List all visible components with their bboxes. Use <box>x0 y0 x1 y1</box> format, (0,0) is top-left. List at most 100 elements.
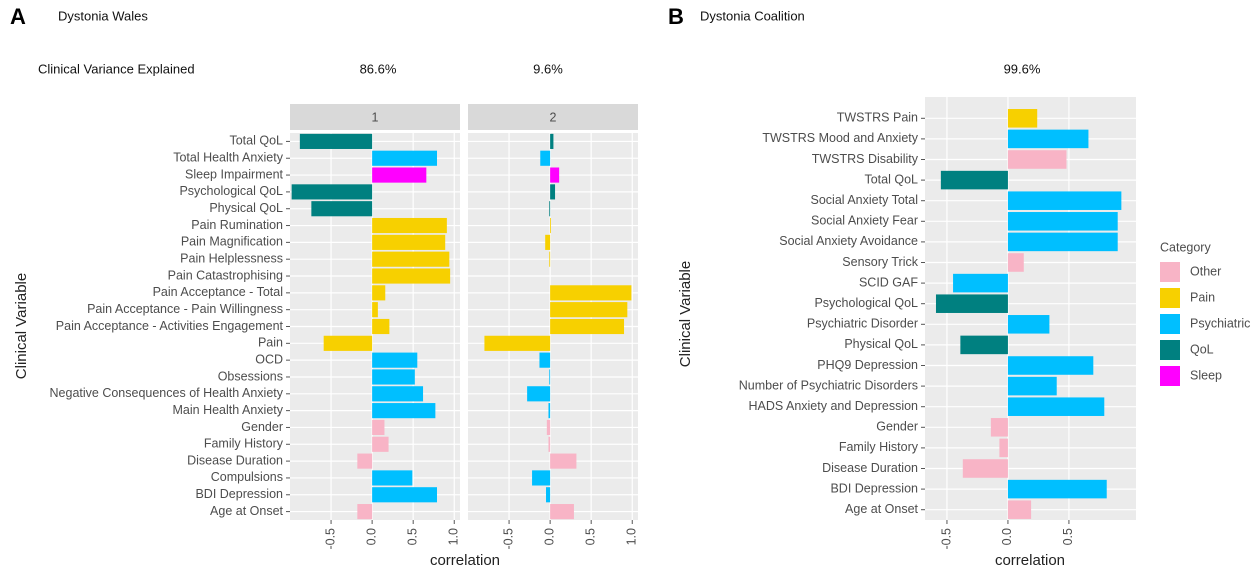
bar <box>1007 356 1094 375</box>
y-tick-label: Physical QoL <box>209 201 283 215</box>
bar <box>550 318 625 335</box>
y-tick-label: SCID GAF <box>859 275 918 289</box>
y-tick-label: Physical QoL <box>844 337 918 351</box>
bar <box>372 487 438 503</box>
variance-explained: 9.6% <box>533 61 563 76</box>
y-tick-label: Psychiatric Disorder <box>807 317 918 331</box>
bar <box>323 335 373 351</box>
y-tick-label: Family History <box>839 440 919 454</box>
y-tick-label: TWSTRS Pain <box>837 111 918 125</box>
x-tick-label: 1.0 <box>447 528 461 545</box>
y-tick-label: Social Anxiety Fear <box>811 214 918 228</box>
panel-title: Dystonia Coalition <box>700 8 805 23</box>
legend-label: Psychiatric <box>1190 316 1250 330</box>
y-tick-label: TWSTRS Mood and Anxiety <box>762 131 918 145</box>
bar <box>372 419 385 436</box>
bar <box>1007 315 1050 334</box>
bar <box>372 285 386 301</box>
x-axis-title: correlation <box>995 552 1065 569</box>
bar <box>357 504 373 520</box>
bar <box>1007 109 1038 128</box>
facet-strip <box>468 104 638 130</box>
bar <box>999 438 1008 458</box>
variance-explained: 86.6% <box>360 61 397 76</box>
y-tick-label: Disease Duration <box>187 453 283 467</box>
y-tick-label: Social Anxiety Total <box>811 193 918 207</box>
y-tick-label: Family History <box>204 437 284 451</box>
y-tick-label: Pain Acceptance - Pain Willingness <box>87 302 283 316</box>
bar <box>546 487 551 503</box>
bar <box>372 302 378 318</box>
y-tick-label: Total Health Anxiety <box>173 151 284 165</box>
bar <box>1007 376 1057 396</box>
bar <box>372 167 427 183</box>
bar <box>1007 150 1067 169</box>
bar <box>548 403 551 419</box>
legend-label: Other <box>1190 264 1221 278</box>
y-tick-label: Total QoL <box>864 172 918 186</box>
y-tick-label: Pain Magnification <box>181 235 283 249</box>
legend-title: Category <box>1160 240 1211 254</box>
bar <box>540 150 551 166</box>
panel-label: B <box>668 4 684 29</box>
legend-label: Sleep <box>1190 368 1222 382</box>
bar <box>550 285 632 301</box>
y-tick-label: Sensory Trick <box>842 255 918 269</box>
facet-strip <box>290 104 460 130</box>
x-tick-label: -0.5 <box>323 528 337 550</box>
bar <box>372 150 438 166</box>
legend-swatch <box>1160 288 1180 308</box>
bar <box>484 335 551 351</box>
bar <box>550 453 577 469</box>
bar <box>953 273 1008 293</box>
bar <box>549 251 551 267</box>
bar <box>372 403 436 419</box>
legend-label: QoL <box>1190 342 1214 356</box>
bar <box>940 170 1008 190</box>
bar <box>550 504 574 520</box>
bar <box>372 234 446 250</box>
bar <box>550 133 554 149</box>
y-tick-label: Psychological QoL <box>814 296 918 310</box>
variance-explained: 99.6% <box>1004 61 1041 76</box>
y-tick-label: Main Health Anxiety <box>173 403 284 417</box>
bar <box>548 436 551 452</box>
bar <box>299 133 373 149</box>
panel-title: Dystonia Wales <box>58 8 148 23</box>
y-axis-title: Clinical Variable <box>13 273 30 379</box>
facet-label: 1 <box>372 110 379 124</box>
bar <box>372 369 415 385</box>
y-tick-label: Pain <box>258 336 283 350</box>
y-tick-label: Pain Rumination <box>191 218 283 232</box>
y-tick-label: BDI Depression <box>830 481 918 495</box>
bar <box>549 369 551 385</box>
y-tick-label: Pain Helplessness <box>180 251 283 265</box>
bar <box>311 201 373 217</box>
legend-swatch <box>1160 366 1180 386</box>
legend-swatch <box>1160 314 1180 334</box>
bar <box>960 335 1008 355</box>
x-tick-label: -0.5 <box>939 528 953 550</box>
y-tick-label: Pain Acceptance - Activities Engagement <box>56 319 284 333</box>
y-tick-label: Age at Onset <box>845 502 918 516</box>
bar <box>372 251 450 267</box>
bar <box>372 436 389 452</box>
y-tick-label: Sleep Impairment <box>185 167 283 181</box>
y-tick-label: TWSTRS Disability <box>812 152 919 166</box>
legend-swatch <box>1160 340 1180 360</box>
y-tick-label: Disease Duration <box>822 461 918 475</box>
x-tick-label: 0.5 <box>1061 528 1075 545</box>
bar <box>527 386 551 402</box>
bar <box>357 453 373 469</box>
x-tick-label: -0.5 <box>501 528 515 550</box>
bar <box>550 302 628 318</box>
bar <box>1007 500 1032 519</box>
bar <box>990 418 1008 437</box>
y-tick-label: Psychological QoL <box>179 184 283 198</box>
y-tick-label: PHQ9 Depression <box>817 358 918 372</box>
y-tick-label: BDI Depression <box>195 487 283 501</box>
bar <box>546 419 551 436</box>
y-tick-label: Age at Onset <box>210 504 283 518</box>
legend-swatch <box>1160 262 1180 282</box>
